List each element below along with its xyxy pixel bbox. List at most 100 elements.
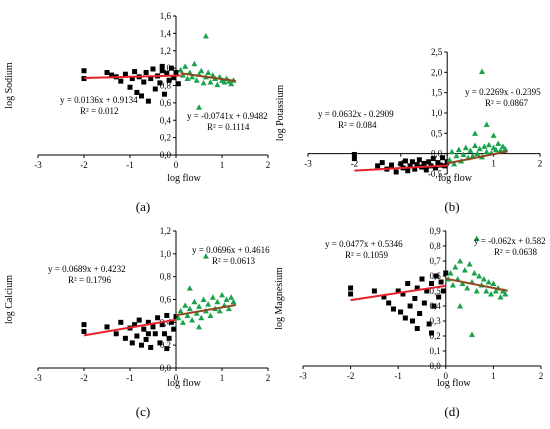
- data-point-left: [395, 288, 401, 294]
- y-tick-label: 1,0: [431, 108, 443, 118]
- data-point-left: [414, 162, 420, 168]
- data-point-right: [196, 104, 202, 110]
- data-point-left: [157, 80, 163, 86]
- data-point-right: [457, 258, 464, 264]
- data-point-left: [136, 317, 142, 323]
- data-point-right: [474, 150, 481, 157]
- data-point-left: [155, 315, 161, 321]
- panel-caption: (a): [136, 199, 150, 214]
- data-point-left: [412, 166, 418, 172]
- data-point-left: [424, 288, 430, 294]
- data-point-left: [379, 160, 385, 166]
- data-point-right: [209, 72, 216, 78]
- data-point-left: [423, 167, 429, 173]
- data-point-right: [182, 302, 189, 308]
- data-point-right: [459, 280, 466, 286]
- x-tick-label: -2: [80, 373, 88, 383]
- x-tick-label: -3: [34, 160, 42, 170]
- data-point-left: [171, 326, 177, 332]
- data-point-right: [457, 303, 464, 309]
- data-point-right: [481, 143, 488, 149]
- x-tick-label: 0: [174, 160, 179, 170]
- data-point-right: [184, 312, 191, 318]
- data-point-right: [488, 291, 495, 297]
- data-point-right: [196, 303, 202, 309]
- data-point-right: [177, 66, 184, 73]
- data-point-left: [421, 300, 427, 306]
- x-axis-label: log flow: [167, 378, 201, 389]
- data-point-right: [449, 282, 456, 288]
- data-point-left: [127, 84, 133, 90]
- data-point-left: [145, 98, 151, 104]
- data-point-left: [166, 77, 172, 83]
- x-axis-label: log flow: [167, 173, 201, 184]
- data-point-left: [166, 335, 172, 341]
- y-tick-label: 0,0: [160, 150, 172, 160]
- equation-right: y = 0.2269x - 0.2395: [465, 87, 541, 97]
- data-point-right: [471, 270, 478, 276]
- data-point-left: [104, 324, 110, 330]
- data-point-left: [148, 76, 154, 82]
- y-tick-label: 0,8: [160, 272, 172, 282]
- panel-caption: (b): [444, 199, 459, 214]
- data-point-left: [433, 165, 439, 171]
- y-axis-label: log Sodium: [4, 62, 15, 109]
- data-point-right: [460, 151, 467, 157]
- y-tick-label: 0,2: [430, 331, 441, 341]
- y-tick-label: 1,4: [160, 28, 172, 38]
- trendline-left: [350, 284, 446, 302]
- data-point-right: [492, 288, 499, 294]
- data-point-left: [398, 161, 404, 167]
- x-tick-label: -3: [34, 373, 42, 383]
- y-tick-label: 1,5: [431, 88, 443, 98]
- data-point-right: [182, 63, 189, 69]
- data-point-left: [389, 162, 395, 168]
- data-point-right: [219, 291, 225, 298]
- x-tick-label: 1: [491, 159, 496, 169]
- data-point-left: [430, 156, 436, 162]
- data-point-right: [451, 160, 458, 167]
- data-point-right: [446, 156, 453, 163]
- y-tick-label: 0,1: [430, 346, 441, 356]
- x-tick-label: -2: [347, 371, 355, 381]
- data-point-left: [132, 322, 138, 328]
- data-point-right: [483, 121, 490, 127]
- data-point-left: [414, 285, 420, 291]
- data-point-left: [81, 68, 87, 74]
- data-point-left: [81, 328, 87, 334]
- data-point-right: [186, 305, 193, 312]
- data-point-right: [177, 307, 184, 314]
- data-point-left: [409, 318, 415, 324]
- data-point-right: [468, 331, 475, 337]
- data-point-left: [145, 319, 151, 325]
- data-point-right: [483, 148, 490, 155]
- y-tick-label: 0,9: [430, 226, 442, 236]
- y-tick-label: 0,5: [430, 286, 442, 296]
- data-point-right: [447, 270, 454, 276]
- data-point-left: [173, 314, 179, 320]
- data-point-left: [436, 294, 442, 300]
- data-point-left: [440, 288, 446, 294]
- data-point-left: [159, 63, 165, 69]
- y-tick-label: 0,7: [430, 256, 442, 266]
- data-point-left: [443, 270, 449, 276]
- data-point-right: [202, 32, 209, 39]
- data-point-left: [440, 155, 446, 161]
- data-point-right: [455, 146, 462, 153]
- data-point-left: [175, 81, 181, 87]
- data-point-right: [490, 132, 497, 138]
- data-point-left: [81, 322, 87, 328]
- data-point-left: [419, 276, 425, 282]
- data-point-left: [402, 158, 408, 164]
- data-point-right: [198, 314, 205, 321]
- equation-right: y = 0.0696x + 0.4616: [192, 245, 270, 255]
- data-point-left: [134, 89, 140, 95]
- data-point-right: [476, 145, 483, 152]
- data-point-right: [209, 294, 216, 300]
- data-point-right: [453, 152, 460, 159]
- data-point-right: [502, 291, 509, 297]
- data-point-left: [81, 76, 87, 82]
- y-tick-label: 0,6: [160, 98, 172, 108]
- data-point-left: [351, 151, 357, 157]
